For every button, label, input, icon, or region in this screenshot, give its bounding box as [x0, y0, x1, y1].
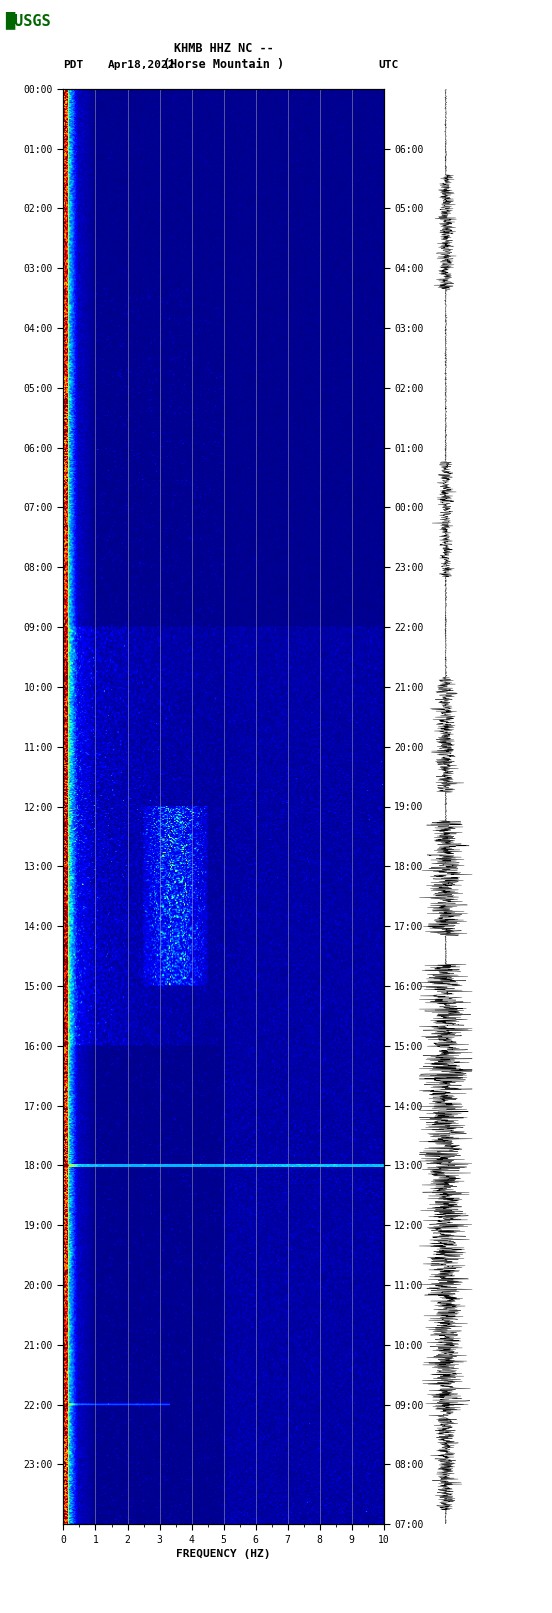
Text: (Horse Mountain ): (Horse Mountain ): [163, 58, 284, 71]
Text: UTC: UTC: [378, 60, 399, 69]
Text: KHMB HHZ NC --: KHMB HHZ NC --: [174, 42, 273, 55]
X-axis label: FREQUENCY (HZ): FREQUENCY (HZ): [176, 1548, 271, 1558]
Text: █USGS: █USGS: [6, 11, 51, 29]
Text: PDT: PDT: [63, 60, 84, 69]
Text: Apr18,2022: Apr18,2022: [108, 60, 175, 69]
